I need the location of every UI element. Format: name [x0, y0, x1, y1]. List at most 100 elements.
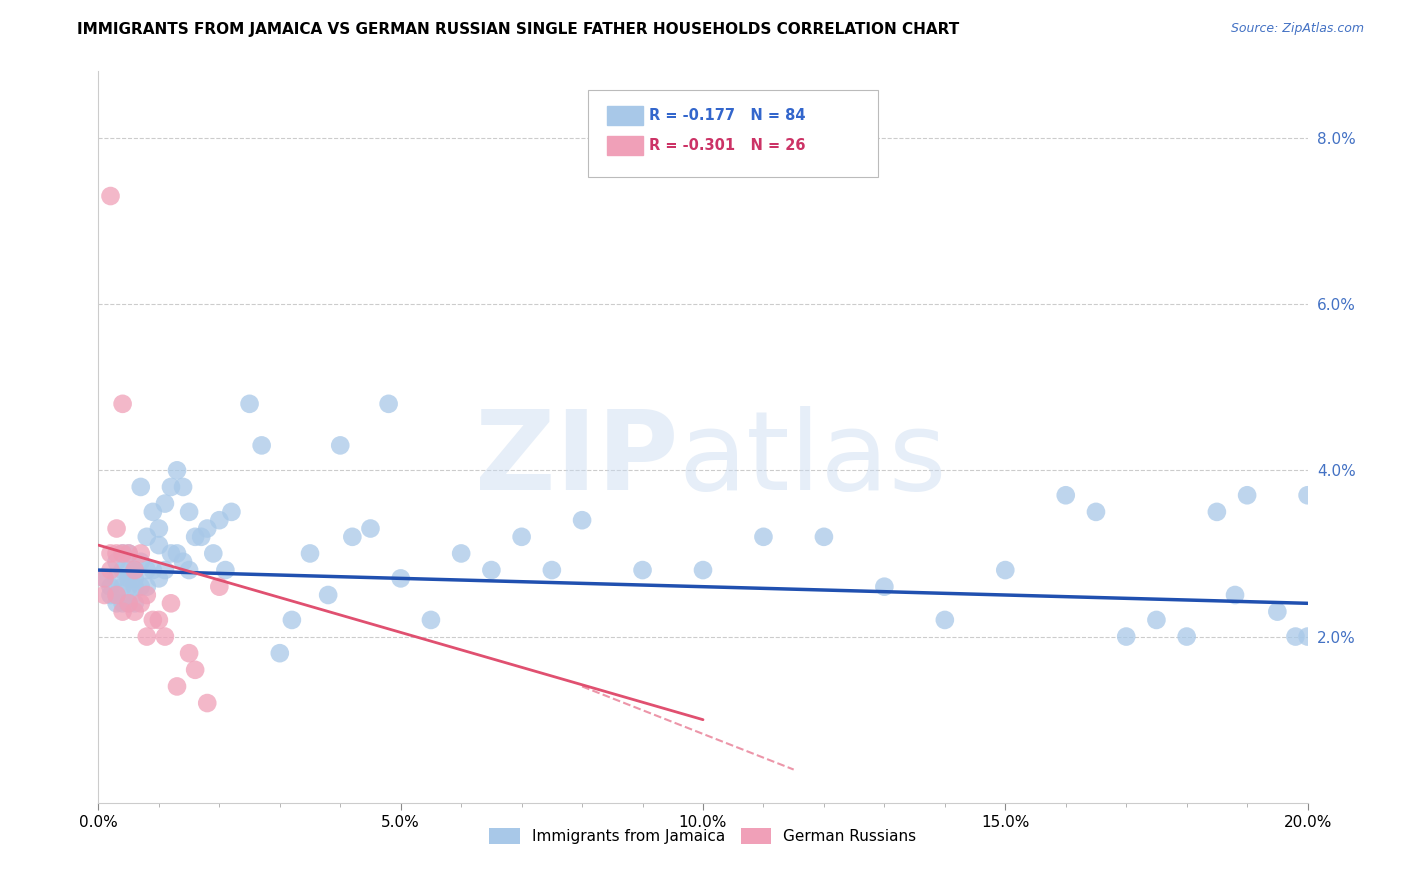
Point [160, 480, 183, 494]
Point [105, 596, 128, 610]
Point [124, 563, 146, 577]
Point [1206, 505, 1229, 519]
Point [214, 563, 236, 577]
Point [631, 563, 654, 577]
Text: Source: ZipAtlas.com: Source: ZipAtlas.com [1230, 22, 1364, 36]
Point [239, 397, 262, 411]
Point [281, 613, 304, 627]
Point [111, 563, 134, 577]
Legend: Immigrants from Jamaica, German Russians: Immigrants from Jamaica, German Russians [484, 822, 922, 850]
Point [100, 580, 122, 594]
Point [135, 588, 157, 602]
Text: IMMIGRANTS FROM JAMAICA VS GERMAN RUSSIAN SINGLE FATHER HOUSEHOLDS CORRELATION C: IMMIGRANTS FROM JAMAICA VS GERMAN RUSSIA… [77, 22, 959, 37]
Point [100, 588, 122, 602]
Point [118, 546, 141, 560]
Point [1296, 488, 1319, 502]
Point [208, 580, 231, 594]
Point [1284, 630, 1306, 644]
Point [129, 480, 152, 494]
Point [124, 596, 146, 610]
Point [166, 680, 188, 694]
Point [153, 630, 176, 644]
Point [994, 563, 1017, 577]
Point [129, 580, 152, 594]
Point [179, 563, 201, 577]
Point [100, 563, 122, 577]
Point [184, 663, 207, 677]
Point [111, 596, 134, 610]
Point [160, 596, 183, 610]
Point [299, 546, 322, 560]
Point [153, 563, 176, 577]
Point [148, 521, 170, 535]
Point [111, 605, 134, 619]
Point [153, 497, 176, 511]
Point [129, 596, 152, 610]
Point [160, 546, 183, 560]
Point [1223, 588, 1246, 602]
Point [389, 571, 412, 585]
Point [118, 571, 141, 585]
Point [190, 530, 212, 544]
Point [100, 546, 122, 560]
Point [135, 563, 157, 577]
Point [813, 530, 835, 544]
Point [118, 596, 141, 610]
Point [540, 563, 562, 577]
Point [135, 530, 157, 544]
Point [195, 696, 218, 710]
Point [93, 588, 115, 602]
Point [269, 646, 291, 660]
Point [221, 505, 243, 519]
Point [316, 588, 339, 602]
Point [129, 546, 152, 560]
Point [1236, 488, 1258, 502]
Point [166, 463, 188, 477]
Point [752, 530, 775, 544]
Point [179, 505, 201, 519]
Point [208, 513, 231, 527]
Point [105, 588, 128, 602]
Point [195, 521, 218, 535]
Point [571, 513, 593, 527]
Point [105, 571, 128, 585]
Point [124, 605, 146, 619]
Point [124, 563, 146, 577]
Point [934, 613, 956, 627]
Point [105, 588, 128, 602]
Point [1085, 505, 1108, 519]
Point [118, 580, 141, 594]
Point [360, 521, 382, 535]
Point [1267, 605, 1289, 619]
Point [450, 546, 472, 560]
Point [172, 480, 194, 494]
Point [105, 521, 128, 535]
Point [481, 563, 503, 577]
Text: ZIP: ZIP [475, 406, 679, 513]
Point [124, 571, 146, 585]
Text: R = -0.301   N = 26: R = -0.301 N = 26 [648, 138, 806, 153]
Point [1054, 488, 1077, 502]
Point [142, 613, 165, 627]
Point [329, 438, 352, 452]
Point [172, 555, 194, 569]
Point [1175, 630, 1198, 644]
Point [93, 571, 115, 585]
Point [135, 580, 157, 594]
Point [250, 438, 273, 452]
Point [342, 530, 364, 544]
Point [111, 397, 134, 411]
Point [148, 613, 170, 627]
FancyBboxPatch shape [607, 136, 643, 155]
Point [1144, 613, 1167, 627]
Point [105, 546, 128, 560]
Point [118, 546, 141, 560]
Text: atlas: atlas [679, 406, 948, 513]
Point [129, 555, 152, 569]
Point [179, 646, 201, 660]
Point [111, 546, 134, 560]
Point [184, 530, 207, 544]
Point [873, 580, 896, 594]
Point [111, 580, 134, 594]
Point [148, 571, 170, 585]
